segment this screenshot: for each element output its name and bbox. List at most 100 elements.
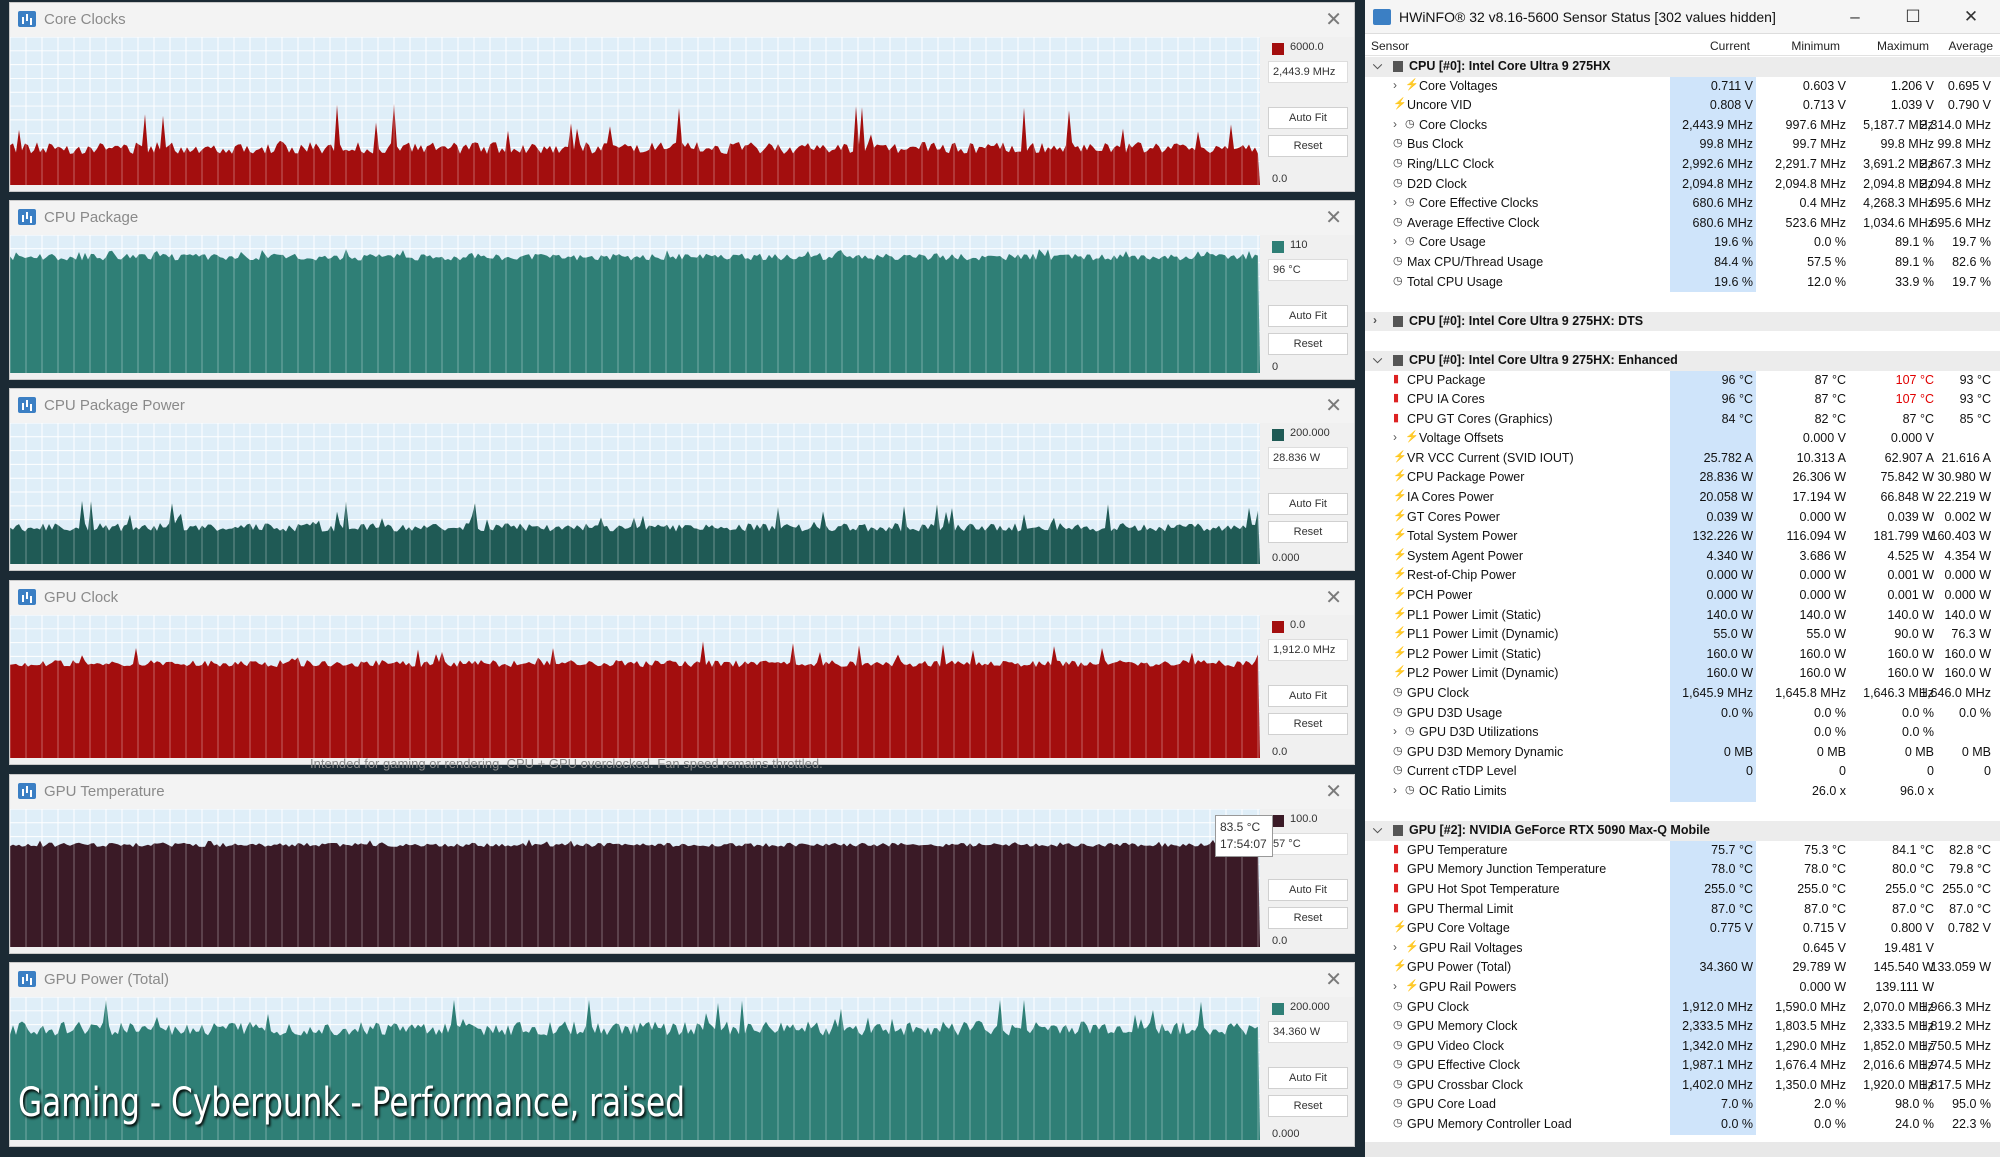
close-button[interactable]: ✕ [1963,7,1979,26]
column-current[interactable]: Current [1709,39,1750,53]
sensor-row[interactable]: ◷ Max CPU/Thread Usage 84.4 % 57.5 % 89.1 % 8… [1365,252,2000,273]
sensor-row[interactable]: ⚡ GPU Power (Total) 34.360 W 29.789 W 145.54… [1365,958,2000,978]
close-icon[interactable]: ✕ [1325,587,1342,609]
sensor-group-header[interactable]: ⌵ CPU [#0]: Intel Core Ultra 9 275HX: Enh… [1365,350,2000,371]
sensor-row[interactable]: ◷ GPU Video Clock 1,342.0 MHz 1,290.0 MHz 1,… [1365,1036,2000,1057]
sensor-row[interactable]: › ◷ GPU D3D Utilizations 0.0 % 0.0 % [1365,723,2000,743]
graph-titlebar[interactable]: GPU Temperature ✕ [10,775,1354,809]
sensor-group-header[interactable]: › CPU [#0]: Intel Core Ultra 9 275HX: DTS [1365,311,2000,332]
sensor-row[interactable]: ◷ GPU Clock 1,645.9 MHz 1,645.8 MHz 1,646.3 … [1365,684,2000,704]
auto-fit-button[interactable]: Auto Fit [1268,305,1348,327]
sensor-row[interactable]: ◷ Current cTDP Level 0 0 0 0 [1365,762,2000,782]
reset-button[interactable]: Reset [1268,1095,1348,1117]
graph-titlebar[interactable]: Core Clocks ✕ [10,3,1354,37]
reset-button[interactable]: Reset [1268,333,1348,355]
auto-fit-button[interactable]: Auto Fit [1268,107,1348,129]
sensor-row[interactable]: › ⚡ Voltage Offsets 0.000 V 0.000 V [1365,429,2000,449]
sensor-row[interactable]: ◷ GPU Core Load 7.0 % 2.0 % 98.0 % 95.0 % [1365,1095,2000,1116]
sensor-row[interactable]: ◷ GPU Clock 1,912.0 MHz 1,590.0 MHz 2,070.0 … [1365,997,2000,1018]
auto-fit-button[interactable]: Auto Fit [1268,1067,1348,1089]
reset-button[interactable]: Reset [1268,521,1348,543]
graph-titlebar[interactable]: CPU Package ✕ [10,201,1354,235]
column-average[interactable]: Average [1948,39,1993,53]
sensor-group-header[interactable]: ⌵ GPU [#2]: NVIDIA GeForce RTX 5090 Max-Q… [1365,821,2000,841]
value-current: 2,094.8 MHz [1670,174,1756,195]
horizontal-scrollbar[interactable] [1365,1142,2000,1157]
sensor-row[interactable]: ◷ GPU Memory Controller Load 0.0 % 0.0 % 24.… [1365,1115,2000,1135]
sensor-row[interactable]: › ⚡ Core Voltages 0.711 V 0.603 V 1.206 V 0.69… [1365,76,2000,97]
close-icon[interactable]: ✕ [1325,9,1342,31]
sensor-row[interactable]: ⚡ VR VCC Current (SVID IOUT) 25.782 A 10.31… [1365,448,2000,469]
reset-button[interactable]: Reset [1268,713,1348,735]
sensor-titlebar[interactable]: HWiNFO® 32 v8.16-5600 Sensor Status [302… [1365,0,2000,34]
sensor-row[interactable]: ◷ Bus Clock 99.8 MHz 99.7 MHz 99.8 MHz 99.8 M… [1365,135,2000,155]
sensor-row[interactable]: ⚡ PL1 Power Limit (Static) 140.0 W 140.0 W 1… [1365,605,2000,626]
sensor-row[interactable]: › ◷ Core Clocks 2,443.9 MHz 997.6 MHz 5,187.7… [1365,115,2000,136]
reset-button[interactable]: Reset [1268,907,1348,929]
expand-chevron-icon[interactable]: › [1393,782,1397,797]
sensor-row[interactable]: ◷ GPU D3D Usage 0.0 % 0.0 % 0.0 % 0.0 % [1365,703,2000,724]
auto-fit-button[interactable]: Auto Fit [1268,493,1348,515]
graph-titlebar[interactable]: CPU Package Power ✕ [10,389,1354,423]
sensor-row[interactable]: ⚡ PL1 Power Limit (Dynamic) 55.0 W 55.0 W 90… [1365,625,2000,645]
sensor-row[interactable]: ◷ GPU D3D Memory Dynamic 0 MB 0 MB 0 MB 0 MB [1365,742,2000,763]
auto-fit-button[interactable]: Auto Fit [1268,685,1348,707]
expand-chevron-icon[interactable]: › [1393,430,1397,445]
sensor-row[interactable]: ▮ CPU Package 96 °C 87 °C 107 °C 93 °C [1365,370,2000,391]
minimize-button[interactable]: – [1850,7,1860,26]
expand-chevron-icon[interactable]: ⌵ [1373,351,1383,366]
expand-chevron-icon[interactable]: › [1393,939,1397,954]
graph-titlebar[interactable]: GPU Clock ✕ [10,581,1354,615]
sensor-row[interactable]: ◷ Total CPU Usage 19.6 % 12.0 % 33.9 % 19.7 % [1365,272,2000,293]
sensor-row[interactable]: ▮ CPU IA Cores 96 °C 87 °C 107 °C 93 °C [1365,390,2000,410]
expand-chevron-icon[interactable]: › [1393,978,1397,993]
close-icon[interactable]: ✕ [1325,781,1342,803]
close-icon[interactable]: ✕ [1325,207,1342,229]
sensor-row[interactable]: ▮ GPU Memory Junction Temperature 78.0 °C 7… [1365,860,2000,880]
sensor-row[interactable]: ⚡ Total System Power 132.226 W 116.094 W 181… [1365,527,2000,547]
sensor-row[interactable]: ▮ CPU GT Cores (Graphics) 84 °C 82 °C 87 °C 8… [1365,409,2000,430]
auto-fit-button[interactable]: Auto Fit [1268,879,1348,901]
maximize-button[interactable]: ☐ [1905,7,1921,26]
reset-button[interactable]: Reset [1268,135,1348,157]
sensor-row[interactable]: ◷ GPU Effective Clock 1,987.1 MHz 1,676.4 M… [1365,1056,2000,1076]
sensor-row[interactable]: › ⚡ GPU Rail Voltages 0.645 V 19.481 V [1365,938,2000,959]
expand-chevron-icon[interactable]: › [1393,195,1397,210]
sensor-row[interactable]: ⚡ PL2 Power Limit (Dynamic) 160.0 W 160.0 W… [1365,664,2000,684]
sensor-row[interactable]: ◷ GPU Memory Clock 2,333.5 MHz 1,803.5 MHz 2… [1365,1017,2000,1037]
sensor-row[interactable]: › ◷ Core Usage 19.6 % 0.0 % 89.1 % 19.7 % [1365,233,2000,253]
sensor-row[interactable]: ◷ Average Effective Clock 680.6 MHz 523.6 M… [1365,213,2000,234]
sensor-row[interactable]: ⚡ System Agent Power 4.340 W 3.686 W 4.525 W… [1365,546,2000,567]
close-icon[interactable]: ✕ [1325,395,1342,417]
expand-chevron-icon[interactable]: › [1393,77,1397,92]
sensor-row[interactable]: ◷ Ring/LLC Clock 2,992.6 MHz 2,291.7 MHz 3,6… [1365,154,2000,175]
sensor-row[interactable]: ▮ GPU Thermal Limit 87.0 °C 87.0 °C 87.0 °C 8… [1365,899,2000,920]
sensor-row[interactable]: ⚡ Rest-of-Chip Power 0.000 W 0.000 W 0.001 W… [1365,566,2000,587]
column-minimum[interactable]: Minimum [1791,39,1840,53]
sensor-row[interactable]: ⚡ PL2 Power Limit (Static) 160.0 W 160.0 W 1… [1365,644,2000,665]
expand-chevron-icon[interactable]: ⌵ [1373,58,1383,72]
close-icon[interactable]: ✕ [1325,969,1342,991]
sensor-row[interactable]: › ◷ Core Effective Clocks 680.6 MHz 0.4 MHz 4… [1365,194,2000,214]
sensor-row[interactable]: ▮ GPU Temperature 75.7 °C 75.3 °C 84.1 °C 82.… [1365,840,2000,861]
sensor-group-header[interactable]: ⌵ CPU [#0]: Intel Core Ultra 9 275HX [1365,57,2000,77]
sensor-row[interactable]: ◷ GPU Crossbar Clock 1,402.0 MHz 1,350.0 MH… [1365,1075,2000,1096]
expand-chevron-icon[interactable]: ⌵ [1373,822,1383,837]
sensor-row[interactable]: ◷ D2D Clock 2,094.8 MHz 2,094.8 MHz 2,094.8 … [1365,174,2000,195]
column-maximum[interactable]: Maximum [1876,39,1929,53]
expand-chevron-icon[interactable]: › [1373,312,1377,327]
sensor-row[interactable]: ▮ GPU Hot Spot Temperature 255.0 °C 255.0 °… [1365,879,2000,900]
expand-chevron-icon[interactable]: › [1393,116,1397,131]
sensor-row[interactable]: ⚡ Uncore VID 0.808 V 0.713 V 1.039 V 0.790 V [1365,96,2000,116]
sensor-row[interactable]: ⚡ GPU Core Voltage 0.775 V 0.715 V 0.800 V 0.… [1365,919,2000,939]
column-sensor[interactable]: Sensor [1371,39,1410,53]
sensor-row[interactable]: › ◷ OC Ratio Limits 26.0 x 96.0 x [1365,781,2000,802]
sensor-row[interactable]: ⚡ PCH Power 0.000 W 0.000 W 0.001 W 0.000 W [1365,586,2000,606]
sensor-row[interactable]: › ⚡ GPU Rail Powers 0.000 W 139.111 W [1365,977,2000,998]
expand-chevron-icon[interactable]: › [1393,234,1397,249]
expand-chevron-icon[interactable]: › [1393,724,1397,739]
sensor-row[interactable]: ⚡ CPU Package Power 28.836 W 26.306 W 75.842… [1365,468,2000,489]
sensor-row[interactable]: ⚡ GT Cores Power 0.039 W 0.000 W 0.039 W 0.00… [1365,507,2000,528]
graph-titlebar[interactable]: GPU Power (Total) ✕ [10,963,1354,997]
